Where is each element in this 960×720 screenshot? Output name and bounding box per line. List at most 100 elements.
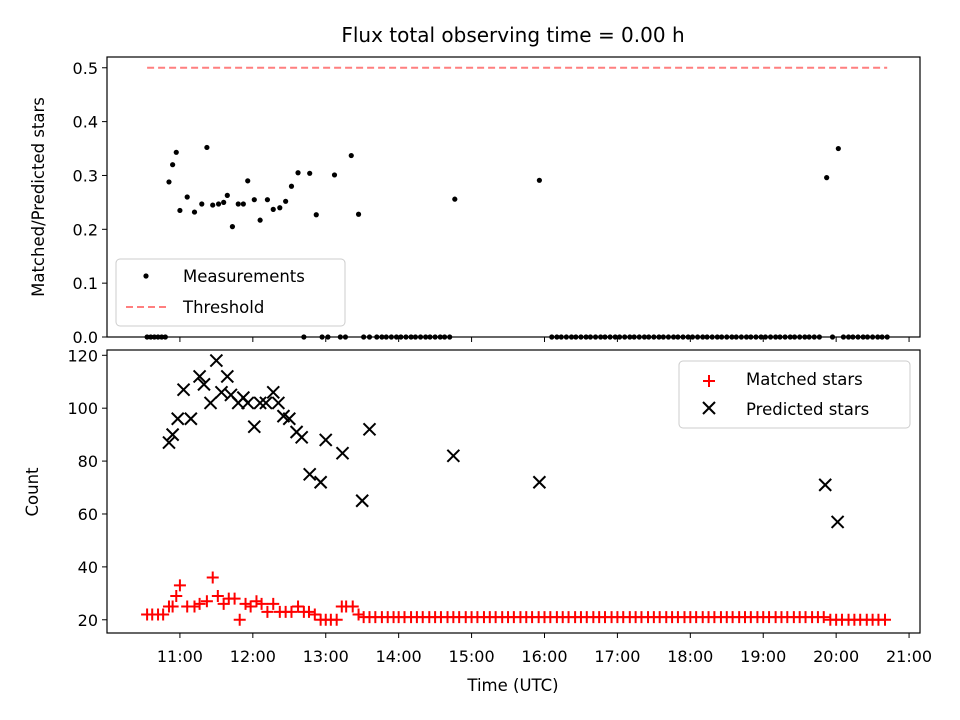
bottom-legend-box (678, 360, 911, 429)
matched-star-point (228, 592, 241, 605)
matched-star-point (239, 597, 252, 610)
matched-star-point (285, 605, 298, 618)
matched-star-point (217, 597, 230, 610)
measurement-point (204, 144, 210, 151)
measurement-point (355, 211, 362, 217)
top-y-tick-label: 0.3 (73, 166, 98, 185)
predicted-star-point (203, 396, 218, 410)
bottom-y-tick-label: 60 (78, 505, 98, 524)
predicted-star-point (302, 467, 317, 482)
bottom-x-tick-label: 15:00 (449, 647, 495, 666)
measurement-point (264, 197, 271, 203)
measurement-point (348, 152, 354, 159)
predicted-star-point (241, 396, 255, 410)
matched-star-point (292, 600, 305, 613)
predicted-star-point (197, 377, 211, 392)
matched-star-point (352, 608, 365, 621)
predicted-star-point (192, 369, 207, 384)
matched-star-point (244, 600, 257, 613)
measurement-point (210, 202, 216, 208)
matched-star-point (157, 608, 170, 621)
matched-star-point (206, 571, 219, 584)
predicted-star-point (532, 475, 547, 489)
measurement-point (288, 183, 295, 189)
predicted-star-point (818, 478, 832, 492)
predicted-star-point (294, 430, 309, 444)
predicted-star-point (171, 412, 185, 426)
measurement-point (191, 209, 198, 215)
measurement-point (184, 194, 190, 200)
measurement-point (536, 177, 542, 183)
bottom-x-tick-label: 14:00 (376, 647, 422, 666)
measurement-point (835, 145, 841, 152)
predicted-star-point (253, 396, 267, 410)
top-legend: Measurements Threshold (115, 258, 346, 327)
legend-measurements-label: Measurements (183, 267, 305, 286)
bottom-series-layer (141, 353, 892, 626)
predicted-star-point (162, 435, 176, 450)
measurement-point (235, 201, 241, 207)
matched-star-point (173, 579, 186, 592)
predicted-star-point (446, 449, 461, 463)
measurement-point (313, 212, 319, 218)
measurement-point (824, 175, 830, 181)
bottom-x-tick-label: 13:00 (303, 647, 349, 666)
matched-star-point (211, 589, 224, 602)
predicted-star-point (259, 396, 273, 410)
predicted-star-point (282, 412, 296, 426)
matched-star-point (200, 595, 213, 608)
matched-star-point (308, 608, 321, 621)
predicted-star-point (271, 396, 286, 410)
measurement-point (240, 201, 246, 207)
measurement-point (245, 178, 251, 184)
matched-star-point (346, 600, 359, 613)
predicted-star-point (355, 494, 369, 508)
matched-star-point (267, 597, 280, 610)
predicted-star-point (165, 427, 180, 442)
bottom-y-tick-label: 120 (67, 346, 98, 365)
matched-star-point (166, 600, 179, 613)
predicted-star-point (313, 475, 328, 489)
bottom-legend: Matched stars Predicted stars (678, 360, 911, 429)
top-x-ticks (179, 337, 910, 342)
measurement-point (270, 206, 276, 212)
legend-threshold-label: Threshold (182, 298, 264, 317)
measurement-point (251, 197, 257, 203)
bottom-y-tick-label: 20 (78, 611, 98, 630)
top-y-axis-label: Matched/Predicted stars (29, 97, 48, 297)
bottom-x-tick-label: 16:00 (521, 647, 567, 666)
bottom-panel: 20 40 60 80 100 120 11:00 12:00 13:00 14:00 15:00… (23, 346, 932, 695)
legend-measurements-marker (143, 273, 149, 279)
bottom-x-ticks: 11:00 12:00 13:00 14:00 15:00 16:00 17:00 18:00… (157, 633, 932, 666)
predicted-star-point (214, 385, 229, 400)
measurement-point (170, 162, 176, 168)
bottom-x-tick-label: 18:00 (667, 647, 713, 666)
top-y-tick-label: 0.2 (73, 220, 98, 239)
legend-matched-marker (703, 375, 715, 387)
measurement-point (295, 170, 301, 176)
legend-matched-label: Matched stars (746, 370, 863, 389)
legend-predicted-marker (702, 401, 716, 415)
predicted-star-point (220, 369, 235, 384)
top-y-ticks: 0.0 0.1 0.2 0.3 0.4 0.5 (73, 59, 107, 347)
measurement-point (215, 201, 222, 207)
bottom-x-tick-label: 11:00 (157, 647, 203, 666)
predicted-star-point (319, 433, 333, 447)
bottom-x-tick-label: 12:00 (230, 647, 276, 666)
matched-star-point (330, 613, 343, 626)
matched-star-point (233, 613, 246, 626)
predicted-star-point (247, 419, 261, 434)
measurement-point (229, 224, 236, 230)
bottom-y-ticks: 20 40 60 80 100 120 (67, 346, 107, 630)
measurement-point (452, 196, 458, 202)
predicted-star-point (362, 422, 377, 437)
bottom-x-tick-label: 17:00 (594, 647, 640, 666)
top-y-tick-label: 0.4 (73, 113, 98, 132)
legend-predicted-label: Predicted stars (746, 400, 869, 419)
bottom-y-axis-label: Count (23, 467, 42, 517)
matched-star-point (302, 605, 315, 618)
predicted-star-point (830, 515, 845, 529)
bottom-y-tick-label: 40 (78, 558, 98, 577)
top-y-tick-label: 0.0 (73, 328, 98, 347)
measurement-point (307, 170, 313, 176)
